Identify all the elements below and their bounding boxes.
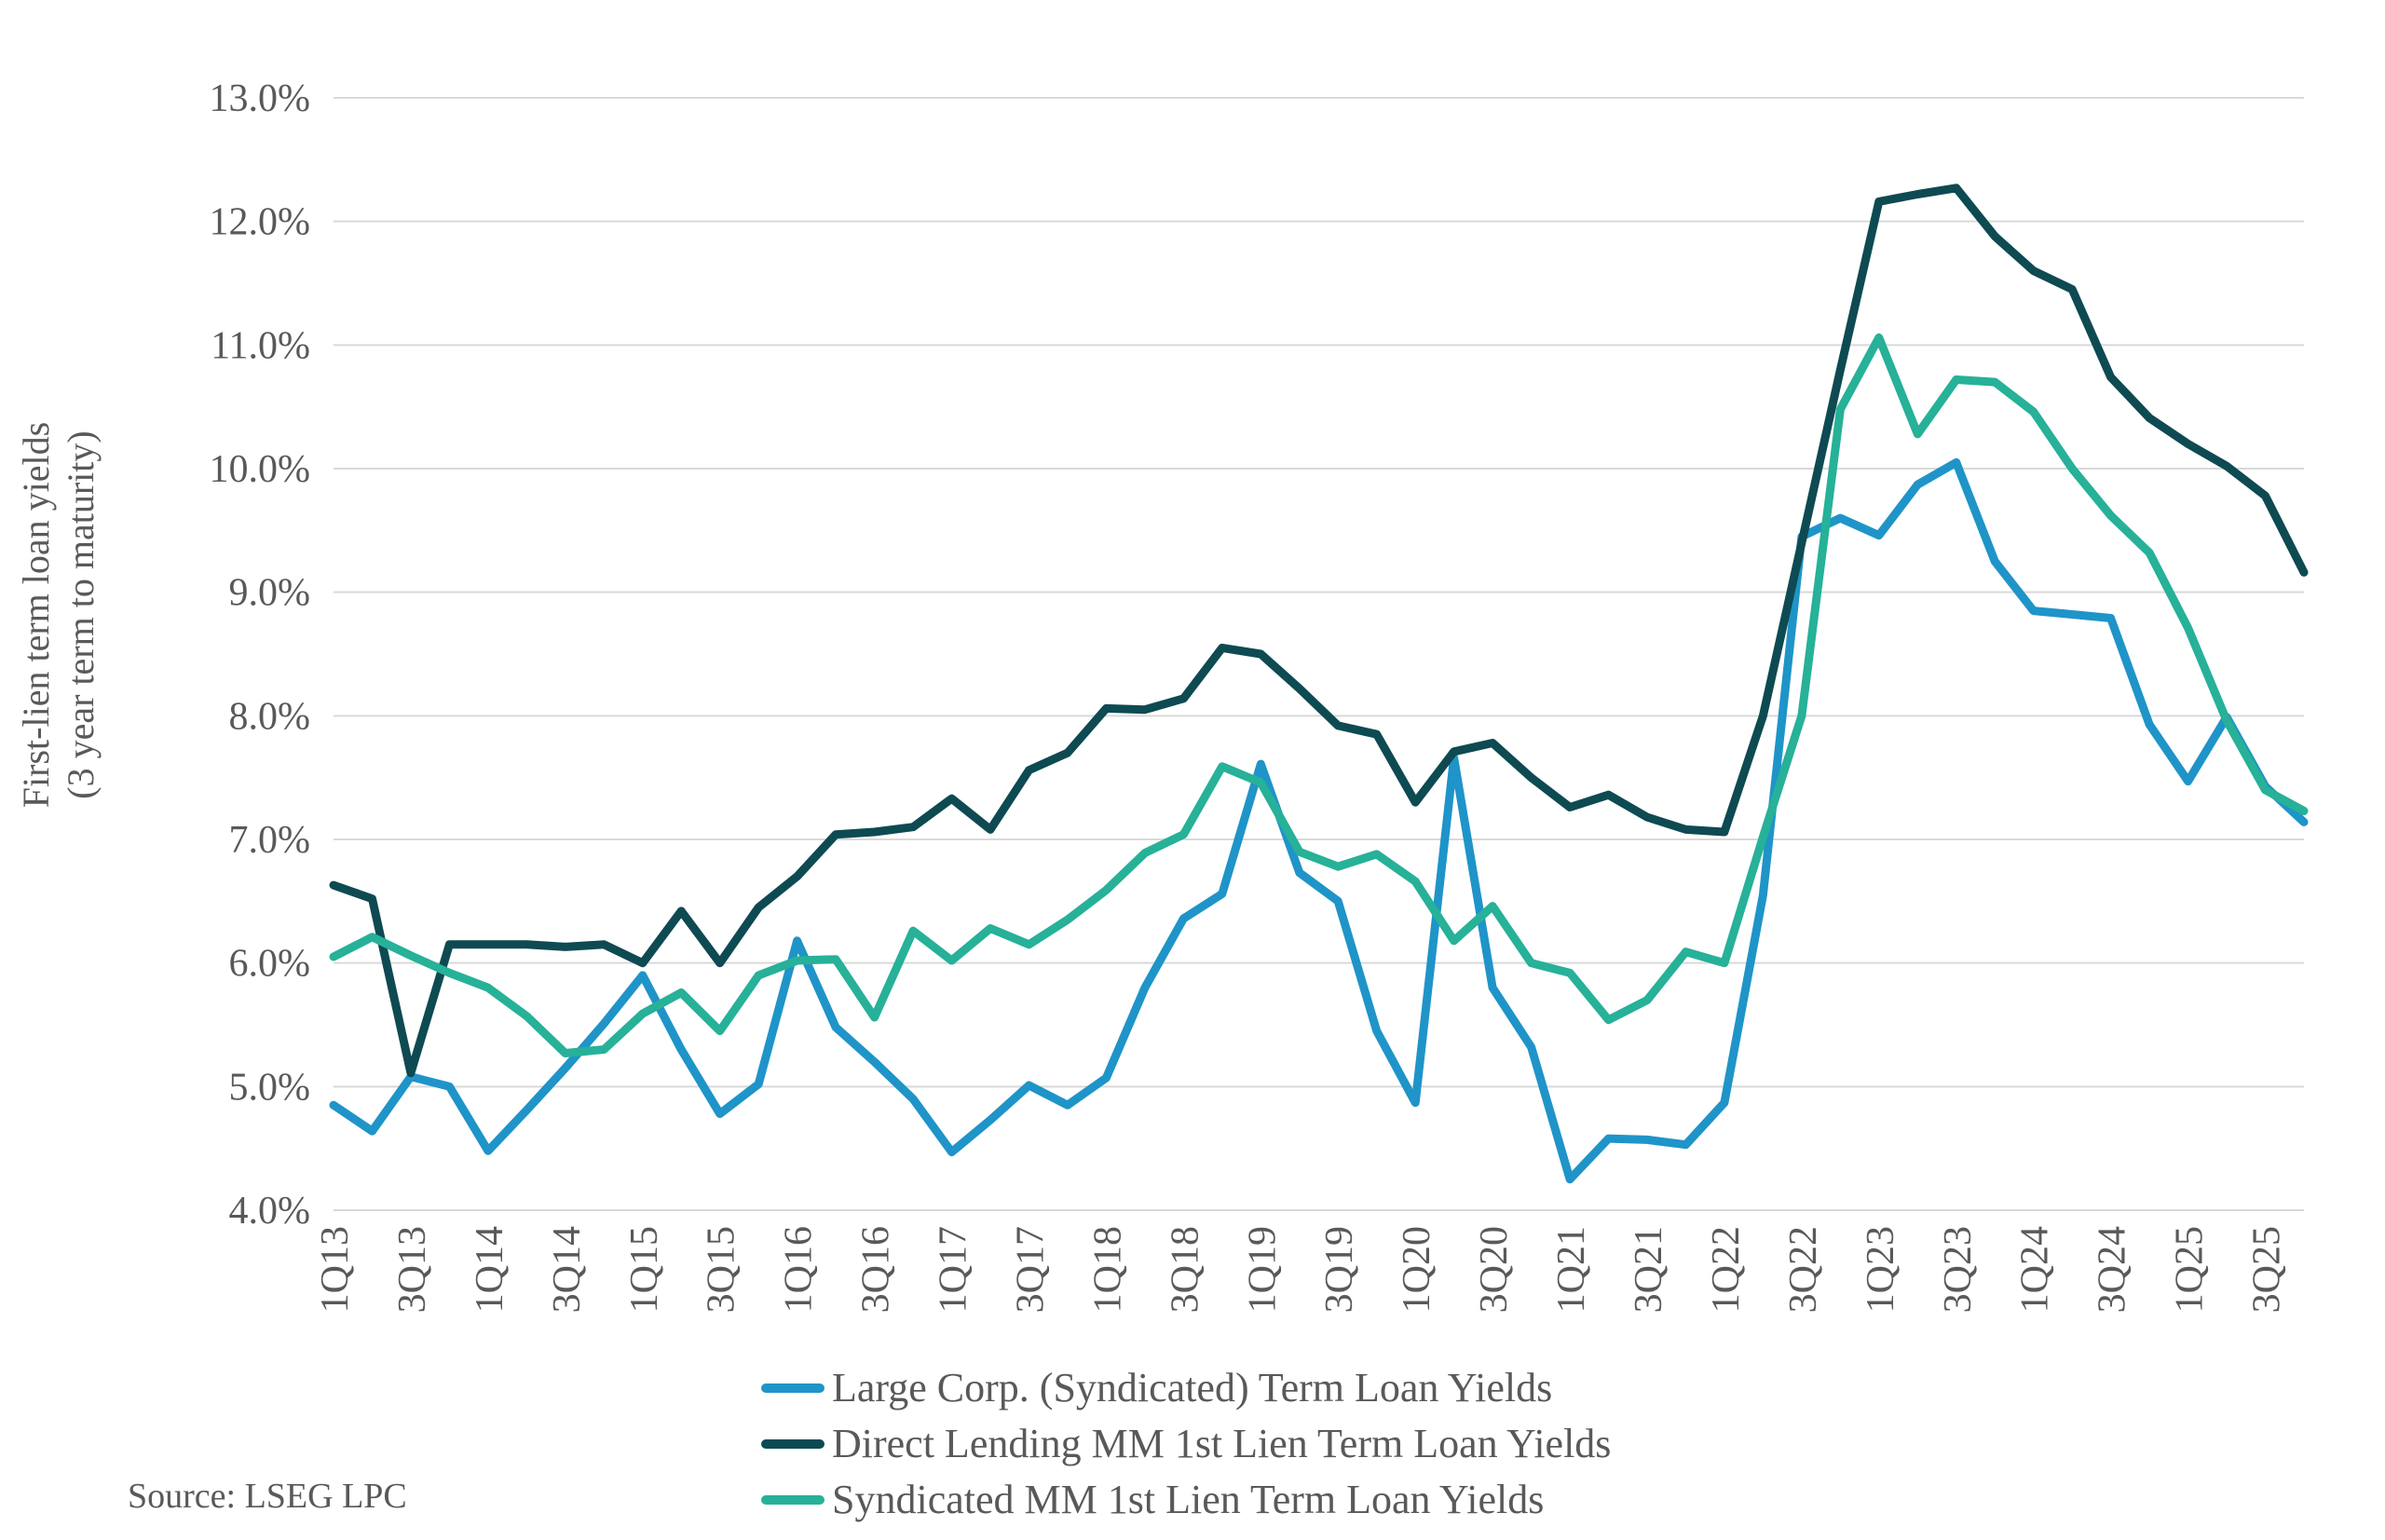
x-tick-label-3Q14: 3Q14 <box>546 1226 589 1313</box>
x-tick-label-3Q25: 3Q25 <box>2246 1226 2289 1313</box>
x-tick-label-1Q24: 1Q24 <box>2014 1226 2057 1313</box>
x-tick-label-1Q18: 1Q18 <box>1086 1226 1129 1313</box>
y-tick-label-13.0%: 13.0% <box>210 77 311 120</box>
legend: Large Corp. (Syndicated) Term Loan Yield… <box>761 1365 1611 1522</box>
y-tick-label-7.0%: 7.0% <box>229 819 311 862</box>
data-series-lines <box>329 184 2309 1184</box>
x-tick-label-3Q18: 3Q18 <box>1164 1226 1206 1313</box>
x-tick-label-1Q14: 1Q14 <box>469 1226 511 1313</box>
series-line-1 <box>329 184 2309 1078</box>
series-line-2 <box>329 333 2309 1057</box>
y-tick-label-9.0%: 9.0% <box>229 572 311 615</box>
x-tick-label-3Q19: 3Q19 <box>1318 1226 1361 1313</box>
source-note: Source: LSEG LPC <box>128 1477 407 1516</box>
x-tick-label-3Q13: 3Q13 <box>391 1226 434 1313</box>
y-tick-label-10.0%: 10.0% <box>210 448 311 491</box>
legend-label-syndicated-mm: Syndicated MM 1st Lien Term Loan Yields <box>832 1477 1544 1522</box>
x-tick-label-3Q24: 3Q24 <box>2092 1226 2134 1313</box>
legend-item-direct-lending: Direct Lending MM 1st Lien Term Loan Yie… <box>761 1421 1611 1466</box>
y-axis-title-line2: (3 year term to maturity) <box>60 430 102 798</box>
y-axis-title: First-lien term loan yields (3 year term… <box>15 422 102 808</box>
y-tick-label-6.0%: 6.0% <box>229 943 311 986</box>
y-tick-label-4.0%: 4.0% <box>229 1190 311 1233</box>
x-tick-label-1Q19: 1Q19 <box>1241 1226 1284 1313</box>
x-tick-label-1Q20: 1Q20 <box>1396 1226 1438 1313</box>
y-tick-label-8.0%: 8.0% <box>229 695 311 738</box>
x-tick-label-3Q20: 3Q20 <box>1473 1226 1516 1313</box>
x-axis-tick-labels: 1Q13 3Q13 1Q14 3Q14 1Q15 3Q15 1Q16 3Q16 1Q17 3Q17… <box>314 1226 2289 1313</box>
y-tick-label-11.0%: 11.0% <box>211 324 310 367</box>
x-tick-label-3Q17: 3Q17 <box>1009 1226 1052 1313</box>
x-tick-label-3Q15: 3Q15 <box>701 1226 743 1313</box>
gridlines <box>334 97 2304 1211</box>
x-tick-label-3Q16: 3Q16 <box>855 1226 898 1313</box>
x-tick-label-1Q25: 1Q25 <box>2169 1226 2212 1313</box>
legend-item-syndicated-mm: Syndicated MM 1st Lien Term Loan Yields <box>761 1477 1544 1522</box>
series-line-0 <box>329 457 2309 1184</box>
legend-label-direct-lending: Direct Lending MM 1st Lien Term Loan Yie… <box>832 1421 1611 1466</box>
x-tick-label-1Q16: 1Q16 <box>778 1226 821 1313</box>
y-tick-label-5.0%: 5.0% <box>229 1066 311 1109</box>
y-axis-tick-labels: 4.0% 5.0% 6.0% 7.0% 8.0% 9.0% 10.0% 11.0% 12.0% 1… <box>210 77 311 1233</box>
x-tick-label-3Q23: 3Q23 <box>1937 1226 1980 1313</box>
x-tick-label-3Q22: 3Q22 <box>1782 1226 1825 1313</box>
legend-label-large-corp: Large Corp. (Syndicated) Term Loan Yield… <box>832 1365 1552 1411</box>
x-tick-label-3Q21: 3Q21 <box>1628 1226 1670 1313</box>
y-tick-label-12.0%: 12.0% <box>210 201 311 244</box>
y-axis-title-line1: First-lien term loan yields <box>15 422 57 808</box>
legend-item-large-corp: Large Corp. (Syndicated) Term Loan Yield… <box>761 1365 1552 1411</box>
x-tick-label-1Q21: 1Q21 <box>1550 1226 1593 1313</box>
x-tick-label-1Q22: 1Q22 <box>1705 1226 1748 1313</box>
x-tick-label-1Q13: 1Q13 <box>314 1226 357 1313</box>
x-tick-label-1Q17: 1Q17 <box>933 1226 975 1313</box>
x-tick-label-1Q23: 1Q23 <box>1860 1226 1902 1313</box>
x-tick-label-1Q15: 1Q15 <box>623 1226 666 1313</box>
